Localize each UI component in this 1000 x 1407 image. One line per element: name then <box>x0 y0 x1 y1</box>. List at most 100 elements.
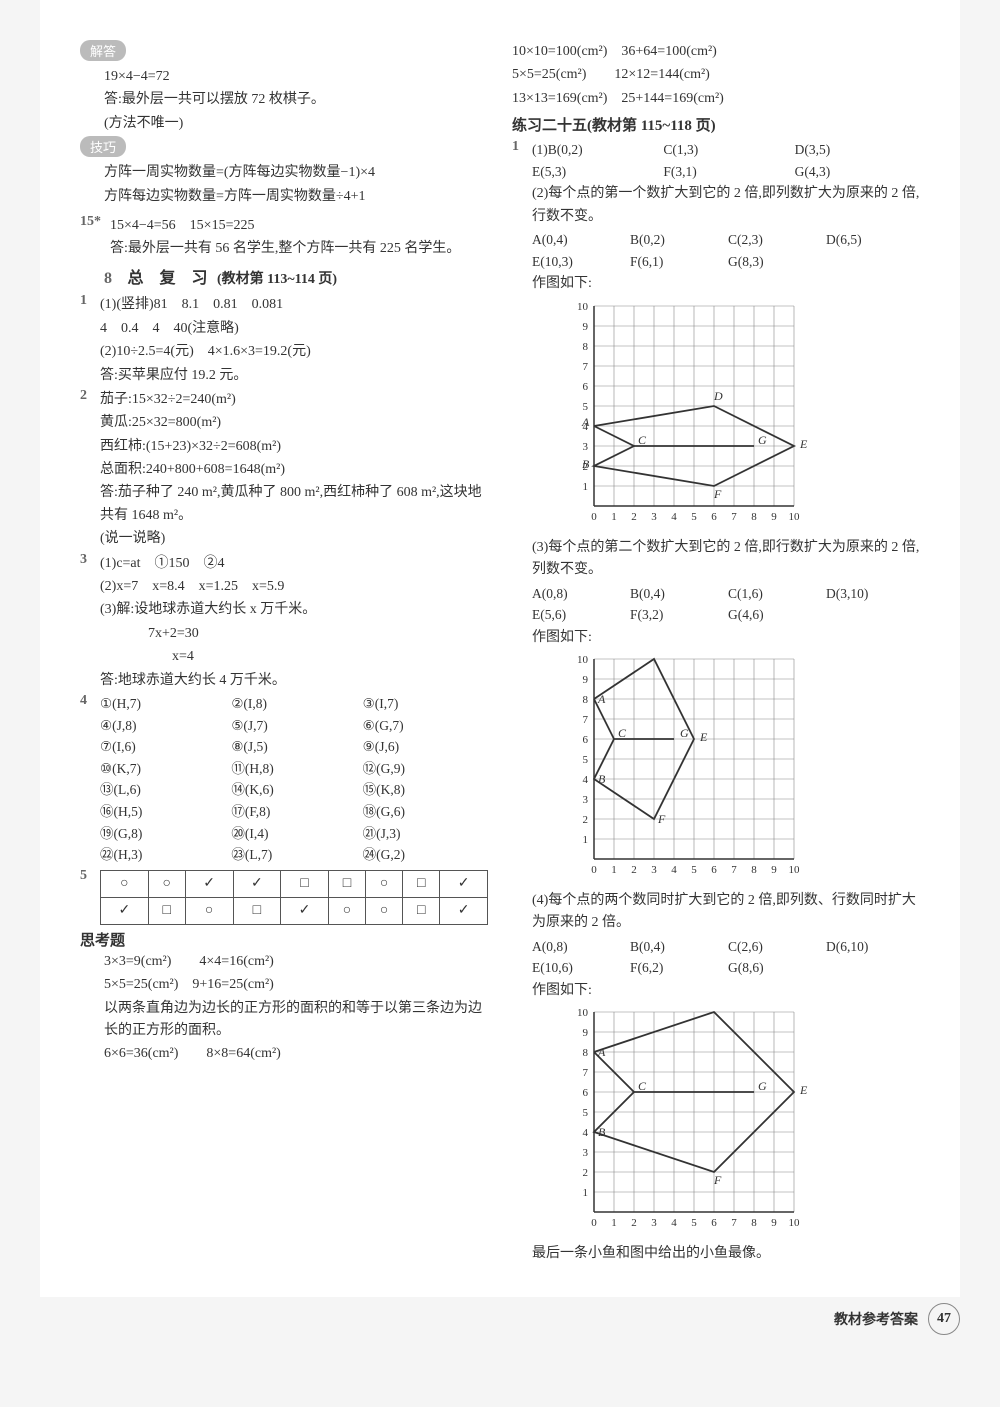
svg-text:B: B <box>582 457 590 471</box>
svg-text:2: 2 <box>631 511 637 523</box>
point-item: C(1,3) <box>663 139 788 161</box>
coord-item: ㉔(G,2) <box>363 844 488 866</box>
svg-text:8: 8 <box>583 341 589 353</box>
svg-text:9: 9 <box>583 674 589 686</box>
question-r1: 1 (1)B(0,2) C(1,3) D(3,5) E(5,3)F(3,1)G(4,… <box>512 139 920 1267</box>
svg-text:D: D <box>713 1006 723 1009</box>
table-cell: □ <box>403 870 440 897</box>
svg-text:10: 10 <box>789 1217 801 1229</box>
point-item: F(3,2) <box>630 604 724 626</box>
text-line: 10×10=100(cm²) 36+64=100(cm²) <box>512 41 920 63</box>
svg-text:G: G <box>758 1079 767 1093</box>
point-item: G(8,3) <box>728 251 822 273</box>
table-cell: ○ <box>101 870 149 897</box>
text-line: 19×4−4=72 <box>80 66 488 88</box>
svg-text:C: C <box>638 1079 647 1093</box>
points-row: E(5,3)F(3,1)G(4,3) <box>532 161 920 183</box>
svg-text:6: 6 <box>583 734 589 746</box>
coord-item: ⑮(K,8) <box>363 779 488 801</box>
question-number: 1 <box>512 139 532 1267</box>
question-2: 2 茄子:15×32÷2=240(m²) 黄瓜:25×32=800(m²) 西红… <box>80 388 488 552</box>
point-item: A(0,4) <box>532 229 626 251</box>
page-footer: 教材参考答案 47 <box>0 1297 1000 1355</box>
svg-text:7: 7 <box>731 1217 737 1229</box>
text-line: 作图如下: <box>532 273 920 295</box>
svg-text:G: G <box>758 433 767 447</box>
text-line: 13×13=169(cm²) 25+144=169(cm²) <box>512 88 920 110</box>
text-line: 方阵每边实物数量=方阵一周实物数量÷4+1 <box>80 186 488 208</box>
point-item: G(4,3) <box>795 161 920 183</box>
svg-text:4: 4 <box>671 1217 677 1229</box>
svg-text:5: 5 <box>691 864 697 876</box>
text-line: 5×5=25(cm²) 9+16=25(cm²) <box>80 974 488 996</box>
point-item: B(0,4) <box>630 936 724 958</box>
coord-item: ⑰(F,8) <box>231 801 356 823</box>
svg-text:1: 1 <box>611 864 617 876</box>
svg-text:0: 0 <box>591 511 597 523</box>
table-cell: ✓ <box>185 870 233 897</box>
point-item: D(3,5) <box>795 139 920 161</box>
point-item: E(5,6) <box>532 604 626 626</box>
text-line: 答:最外层一共可以摆放 72 枚棋子。 <box>80 89 488 111</box>
svg-text:1: 1 <box>583 1187 589 1199</box>
point-item: D(3,10) <box>826 583 920 605</box>
points-row: A(0,8)B(0,4)C(1,6)D(3,10) <box>532 583 920 605</box>
svg-text:5: 5 <box>691 511 697 523</box>
page: 解答 19×4−4=72 答:最外层一共可以摆放 72 枚棋子。 (方法不唯一)… <box>40 0 960 1297</box>
text-line: 3×3=9(cm²) 4×4=16(cm²) <box>80 951 488 973</box>
svg-text:5: 5 <box>583 754 589 766</box>
coord-item: ⑧(J,5) <box>231 736 356 758</box>
table-row: ✓□○□✓○○□✓ <box>101 897 488 924</box>
text-line: 方阵一周实物数量=(方阵每边实物数量−1)×4 <box>80 162 488 184</box>
text-line: 总面积:240+800+608=1648(m²) <box>100 459 488 481</box>
coord-item: ①(H,7) <box>100 693 225 715</box>
text-line: 15×4−4=56 15×15=225 <box>110 215 488 237</box>
points-row: (1)B(0,2) C(1,3) D(3,5) <box>532 139 920 161</box>
svg-text:9: 9 <box>771 864 777 876</box>
svg-text:8: 8 <box>751 1217 757 1229</box>
svg-text:9: 9 <box>771 511 777 523</box>
table-cell: □ <box>403 897 440 924</box>
text-line: 答:最外层一共有 56 名学生,整个方阵一共有 225 名学生。 <box>110 238 488 260</box>
coord-item: ④(J,8) <box>100 715 225 737</box>
coord-item: ⑨(J,6) <box>363 736 488 758</box>
points-row: E(10,6)F(6,2)G(8,6) <box>532 957 920 979</box>
svg-text:A: A <box>597 692 606 706</box>
text-line: (4)每个点的两个数同时扩大到它的 2 倍,即列数、行数同时扩大为原来的 2 倍… <box>532 890 920 935</box>
svg-text:C: C <box>638 433 647 447</box>
svg-text:A: A <box>581 415 590 429</box>
table-cell: ○ <box>366 870 403 897</box>
svg-text:D: D <box>653 653 663 656</box>
text-line: 6×6=36(cm²) 8×8=64(cm²) <box>80 1043 488 1065</box>
text-line: 答:地球赤道大约长 4 万千米。 <box>100 670 488 692</box>
coord-item: ㉑(J,3) <box>363 823 488 845</box>
point-item: D(6,5) <box>826 229 920 251</box>
footer-label: 教材参考答案 <box>834 1309 918 1329</box>
point-item: C(2,6) <box>728 936 822 958</box>
svg-text:7: 7 <box>731 511 737 523</box>
svg-text:3: 3 <box>583 1147 589 1159</box>
text-line: (2)10÷2.5=4(元) 4×1.6×3=19.2(元) <box>100 341 488 363</box>
point-item: C(1,6) <box>728 583 822 605</box>
text-line: 答:茄子种了 240 m²,黄瓜种了 800 m²,西红柿种了 608 m²,这… <box>100 482 488 527</box>
svg-text:D: D <box>713 389 723 403</box>
svg-text:G: G <box>680 726 689 740</box>
coordinate-graph: 01234567891012345678910ABCDEFG <box>572 653 920 886</box>
text-line: x=4 <box>100 646 488 668</box>
svg-text:0: 0 <box>591 864 597 876</box>
point-item: (1)B(0,2) <box>532 139 657 161</box>
text-line: (说一说略) <box>100 528 488 550</box>
page-number: 47 <box>928 1303 960 1335</box>
coord-item: ⑲(G,8) <box>100 823 225 845</box>
coord-item: ⑬(L,6) <box>100 779 225 801</box>
point-item: F(6,1) <box>630 251 724 273</box>
text-line: 作图如下: <box>532 980 920 1002</box>
question-number: 2 <box>80 388 100 552</box>
table-cell: ✓ <box>440 897 488 924</box>
text-line: (3)解:设地球赤道大约长 x 万千米。 <box>100 599 488 621</box>
table-row: ○○✓✓□□○□✓ <box>101 870 488 897</box>
svg-text:E: E <box>699 730 708 744</box>
table-cell: □ <box>281 870 329 897</box>
svg-text:3: 3 <box>651 1217 657 1229</box>
coord-item: ⑯(H,5) <box>100 801 225 823</box>
